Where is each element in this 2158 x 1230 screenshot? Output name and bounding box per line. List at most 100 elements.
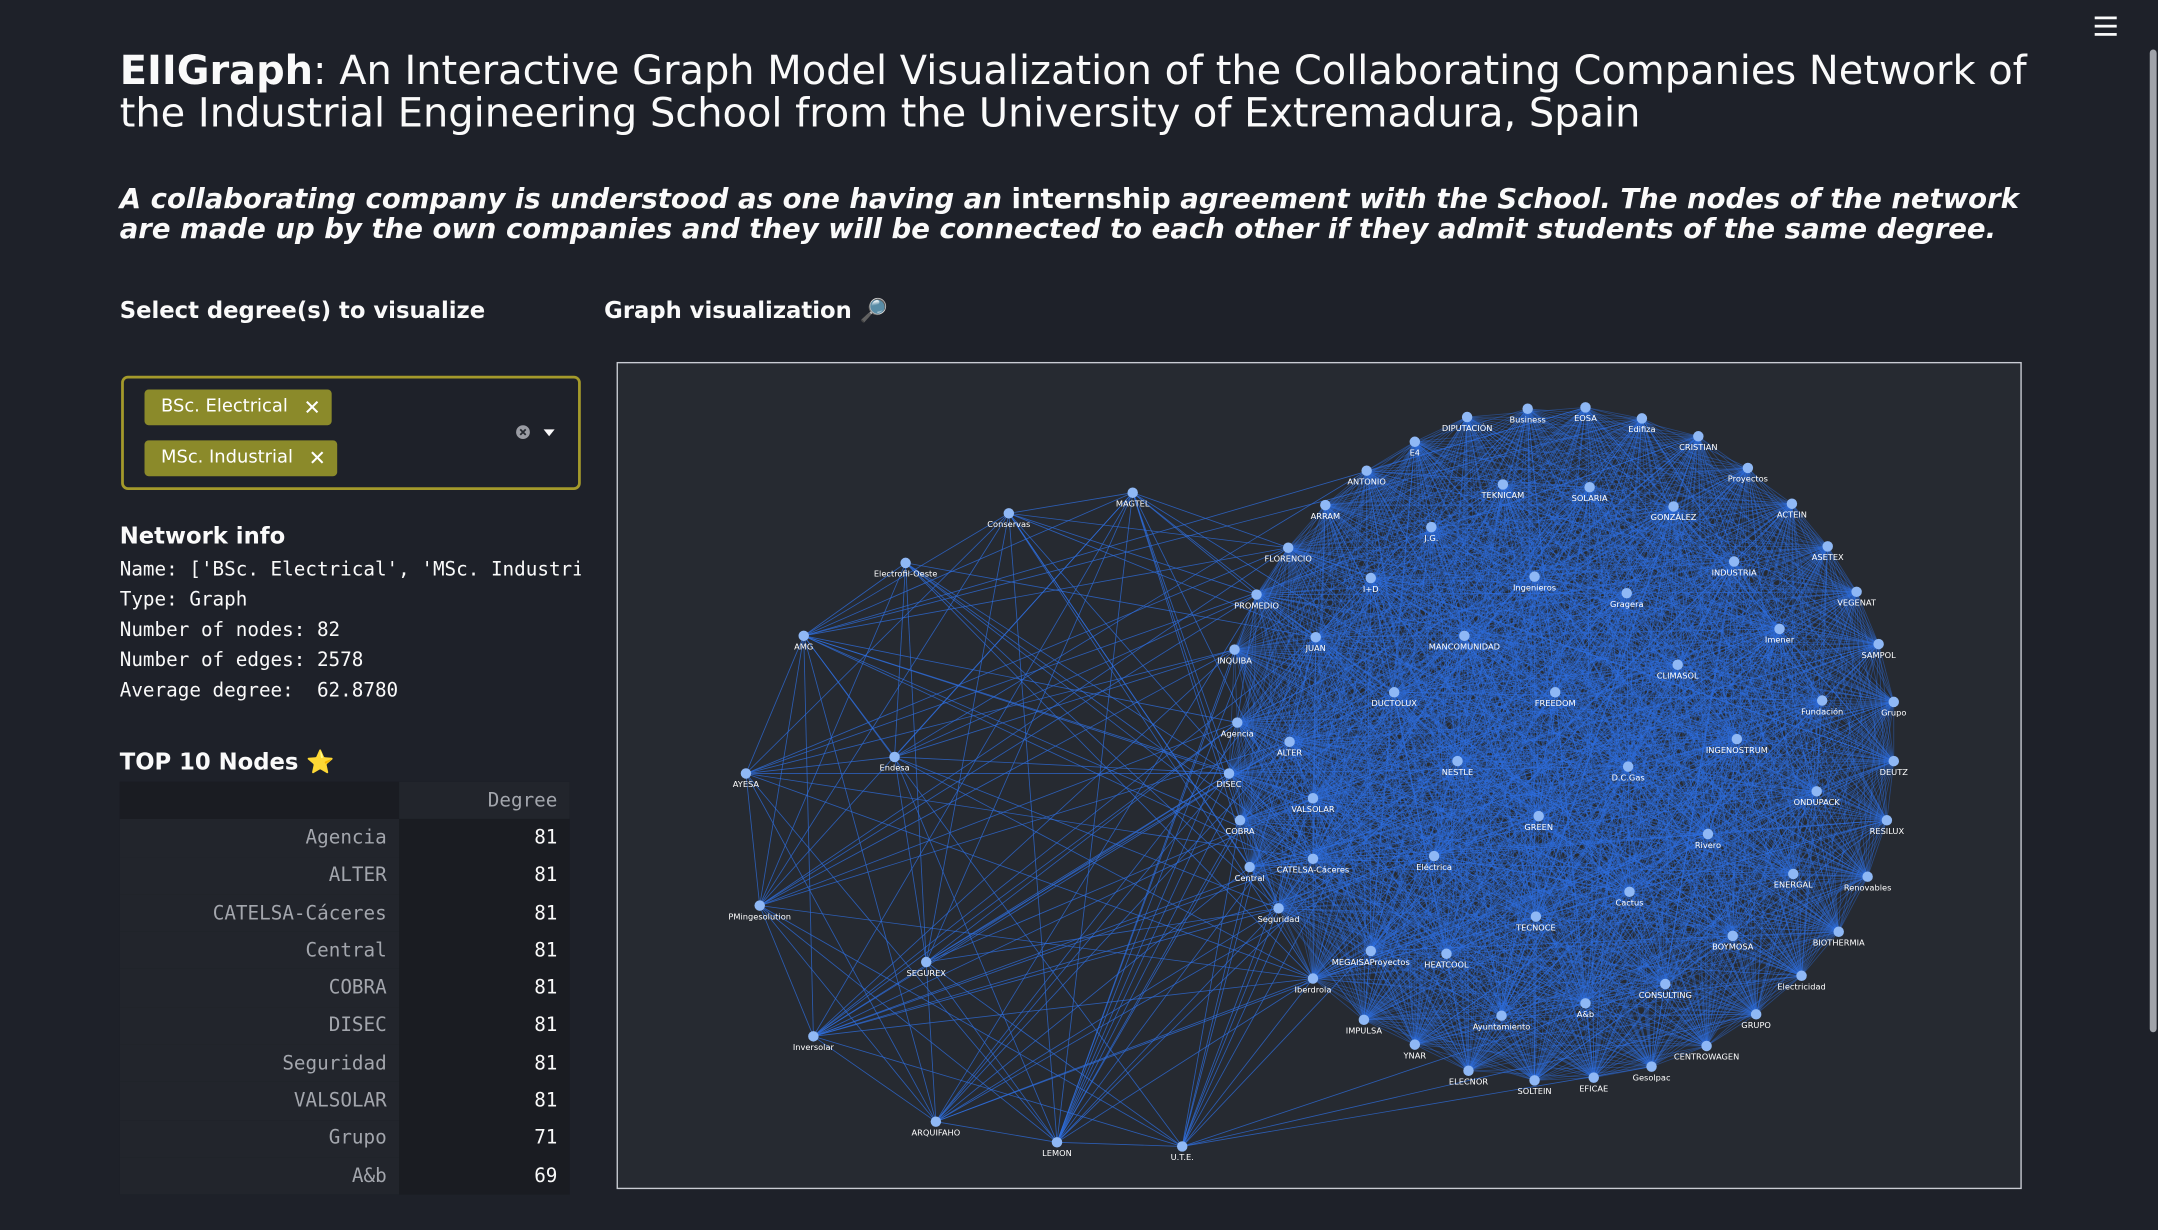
node[interactable] [889, 751, 900, 763]
node[interactable] [1428, 850, 1440, 862]
node[interactable] [1788, 868, 1799, 880]
node[interactable] [1234, 815, 1246, 826]
node[interactable] [808, 1031, 819, 1042]
node[interactable] [1461, 411, 1473, 423]
node[interactable] [1833, 926, 1844, 937]
node[interactable] [1310, 631, 1321, 643]
node[interactable] [1851, 586, 1862, 598]
scrollbar[interactable] [2149, 49, 2157, 1033]
node[interactable] [1365, 945, 1377, 957]
edge [1706, 834, 1709, 1046]
node[interactable] [1452, 755, 1463, 767]
menu-button[interactable] [2092, 14, 2120, 39]
node[interactable] [1881, 815, 1893, 826]
node[interactable] [1636, 413, 1648, 424]
node[interactable] [1409, 1039, 1421, 1050]
node[interactable] [921, 956, 932, 968]
clear-dropdown[interactable] [515, 423, 556, 442]
node[interactable] [1580, 402, 1591, 413]
chip[interactable]: MSc. Industrial ✕ [144, 440, 337, 477]
node[interactable] [1284, 736, 1295, 748]
node[interactable] [1127, 487, 1138, 498]
node[interactable] [1731, 733, 1743, 745]
node[interactable] [1728, 556, 1740, 567]
edge [1182, 1066, 1652, 1147]
edge [1256, 594, 1666, 985]
node[interactable] [1320, 499, 1331, 511]
node[interactable] [1750, 1009, 1762, 1020]
node[interactable] [1307, 793, 1319, 804]
node[interactable] [1702, 828, 1714, 840]
node[interactable] [1529, 571, 1540, 582]
node[interactable] [900, 557, 911, 569]
node[interactable] [1426, 521, 1437, 533]
node[interactable] [1232, 717, 1243, 728]
node[interactable] [1497, 479, 1509, 490]
node[interactable] [1668, 501, 1679, 512]
node[interactable] [1646, 1061, 1657, 1072]
node[interactable] [1244, 861, 1255, 873]
node[interactable] [1307, 973, 1319, 984]
node[interactable] [1051, 1137, 1063, 1148]
node[interactable] [930, 1116, 942, 1127]
node[interactable] [1796, 970, 1807, 982]
node[interactable] [798, 630, 809, 642]
edge [1256, 594, 1502, 1016]
node[interactable] [1672, 659, 1683, 670]
node[interactable] [1522, 403, 1533, 414]
node[interactable] [1873, 638, 1884, 650]
node[interactable] [1441, 948, 1452, 959]
node[interactable] [1727, 930, 1738, 942]
node[interactable] [1786, 498, 1798, 509]
edge [1256, 594, 1469, 1071]
edge [1733, 561, 1802, 976]
node[interactable] [1496, 1010, 1507, 1021]
node[interactable] [1409, 436, 1421, 448]
node[interactable] [1251, 589, 1262, 600]
node[interactable] [1862, 871, 1873, 882]
node[interactable] [1282, 542, 1294, 553]
node[interactable] [1459, 630, 1470, 642]
edge [1867, 644, 1880, 877]
node[interactable] [1365, 572, 1377, 584]
node[interactable] [1307, 853, 1319, 865]
node[interactable] [1624, 886, 1635, 898]
node[interactable] [1742, 462, 1754, 474]
chip-remove[interactable]: ✕ [303, 394, 321, 420]
node[interactable] [1822, 541, 1833, 552]
node[interactable] [1811, 786, 1822, 797]
node[interactable] [1888, 696, 1899, 708]
node[interactable] [1533, 810, 1544, 822]
chip[interactable]: BSc. Electrical ✕ [144, 389, 332, 426]
node[interactable] [1621, 587, 1632, 599]
node[interactable] [754, 900, 765, 911]
node[interactable] [1273, 903, 1284, 914]
node[interactable] [1529, 1075, 1540, 1086]
node[interactable] [1229, 644, 1240, 655]
node[interactable] [1693, 431, 1704, 442]
node[interactable] [1774, 623, 1785, 635]
graph[interactable]: ConservasMAGTELElectrofil-OesteAMGAYESAE… [618, 363, 2020, 1187]
node[interactable] [1588, 1072, 1599, 1083]
node[interactable] [1223, 768, 1235, 779]
node[interactable] [1176, 1141, 1188, 1152]
node[interactable] [1660, 978, 1671, 990]
node[interactable] [1888, 755, 1899, 767]
node[interactable] [1388, 687, 1400, 698]
node[interactable] [1361, 465, 1372, 476]
node[interactable] [1816, 695, 1828, 706]
chip-remove[interactable]: ✕ [308, 445, 326, 471]
node[interactable] [1463, 1065, 1474, 1076]
node[interactable] [1549, 687, 1561, 698]
node[interactable] [1530, 911, 1542, 922]
node[interactable] [1701, 1040, 1712, 1052]
node[interactable] [1003, 508, 1015, 519]
node[interactable] [1622, 761, 1634, 772]
node[interactable] [740, 768, 752, 779]
edge [1414, 441, 1465, 636]
node[interactable] [1580, 998, 1591, 1009]
multiselect[interactable]: BSc. Electrical ✕ MSc. Industrial ✕ [121, 375, 581, 490]
edge [1641, 418, 1780, 630]
node[interactable] [1584, 481, 1595, 493]
node[interactable] [1358, 1014, 1370, 1026]
